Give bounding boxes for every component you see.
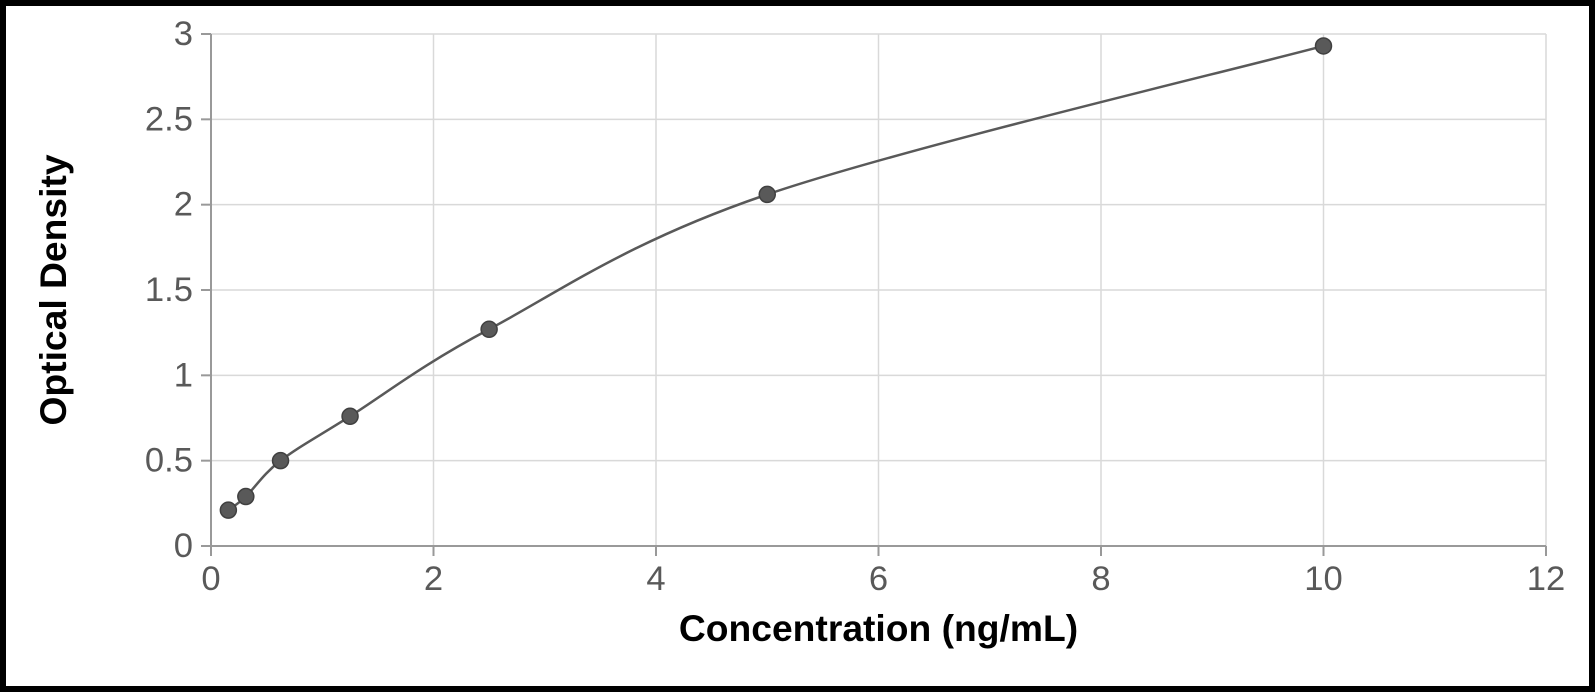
x-axis-label: Concentration (ng/mL) xyxy=(679,607,1078,649)
x-tick-label: 0 xyxy=(201,560,220,598)
data-point xyxy=(759,186,775,202)
chart-frame: 0 2 4 6 8 10 12 0 0.5 1 1.5 2 2.5 3 Concentration (ng/… xyxy=(0,0,1595,692)
x-tick-label: 4 xyxy=(646,560,665,598)
y-axis-label: Optical Density xyxy=(32,154,74,425)
y-tick-label: 2.5 xyxy=(145,100,193,138)
data-point xyxy=(220,502,236,518)
y-tick-label: 1.5 xyxy=(145,271,193,309)
y-tick-label: 3 xyxy=(174,15,193,53)
x-tick-label: 6 xyxy=(869,560,888,598)
y-tick-label: 0 xyxy=(174,527,193,565)
y-tick-label: 1 xyxy=(174,356,193,394)
chart-svg: 0 2 4 6 8 10 12 0 0.5 1 1.5 2 2.5 3 Concentration (ng/… xyxy=(6,6,1589,686)
x-tick-label: 12 xyxy=(1527,560,1565,598)
y-tick-label: 2 xyxy=(174,186,193,224)
data-point xyxy=(273,453,289,469)
chart-background xyxy=(6,6,1589,686)
x-tick-label: 2 xyxy=(424,560,443,598)
data-point xyxy=(238,489,254,505)
y-tick-label: 0.5 xyxy=(145,442,193,480)
x-tick-label: 10 xyxy=(1304,560,1342,598)
x-tick-label: 8 xyxy=(1091,560,1110,598)
data-point xyxy=(481,321,497,337)
data-point xyxy=(342,408,358,424)
data-point xyxy=(1316,38,1332,54)
